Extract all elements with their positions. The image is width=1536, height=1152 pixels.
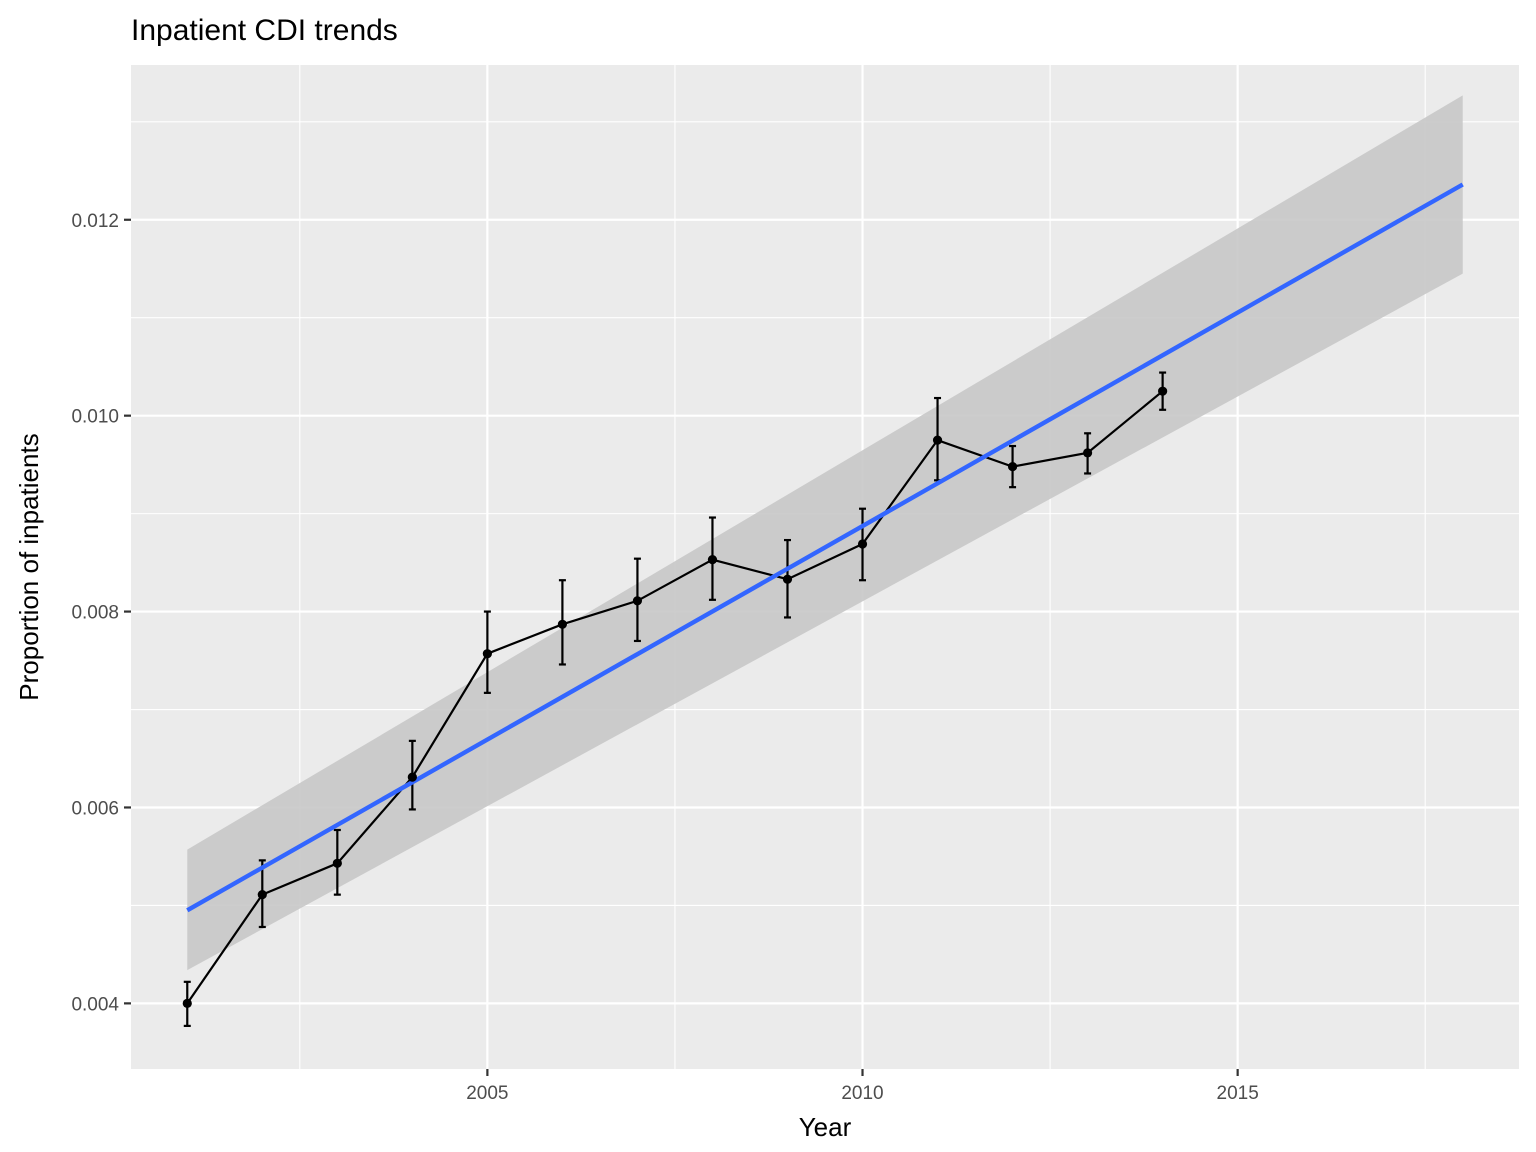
- data-points: [182, 386, 1168, 1008]
- x-tick-label: 2010: [841, 1083, 883, 1104]
- data-point: [1007, 462, 1018, 472]
- data-point: [482, 649, 492, 659]
- fit-line: [186, 182, 1464, 913]
- data-point: [407, 772, 417, 782]
- data-point: [257, 890, 267, 900]
- y-tick-label: 0.004: [71, 994, 119, 1015]
- confidence-band: [187, 95, 1463, 971]
- y-tick-label: 0.006: [71, 798, 119, 819]
- x-axis: 2005 2010 2015: [466, 1069, 1259, 1104]
- data-point: [557, 619, 568, 629]
- data-point: [857, 539, 868, 549]
- observed-series-line: [186, 390, 1164, 1004]
- x-tick-label: 2005: [466, 1083, 508, 1104]
- chart-title: Inpatient CDI trends: [131, 14, 398, 47]
- y-tick-label: 0.008: [71, 603, 119, 624]
- data-point: [332, 858, 342, 868]
- x-axis-title: Year: [799, 1112, 852, 1142]
- data-point: [707, 555, 718, 565]
- y-tick-label: 0.010: [71, 407, 119, 428]
- y-axis-title: Proportion of inpatients: [14, 433, 44, 700]
- observed-line: [186, 390, 1164, 1004]
- confidence-band-area: [187, 95, 1463, 971]
- x-tick-label: 2015: [1217, 1083, 1259, 1104]
- data-point: [182, 998, 192, 1008]
- y-axis: 0.004 0.006 0.008 0.010 0.012: [71, 211, 131, 1015]
- data-point: [1158, 386, 1168, 396]
- data-point: [932, 435, 943, 445]
- data-point: [632, 596, 643, 606]
- data-point: [782, 574, 793, 584]
- fit-series-line: [186, 182, 1464, 913]
- data-point: [1082, 448, 1093, 458]
- y-tick-label: 0.012: [71, 211, 119, 232]
